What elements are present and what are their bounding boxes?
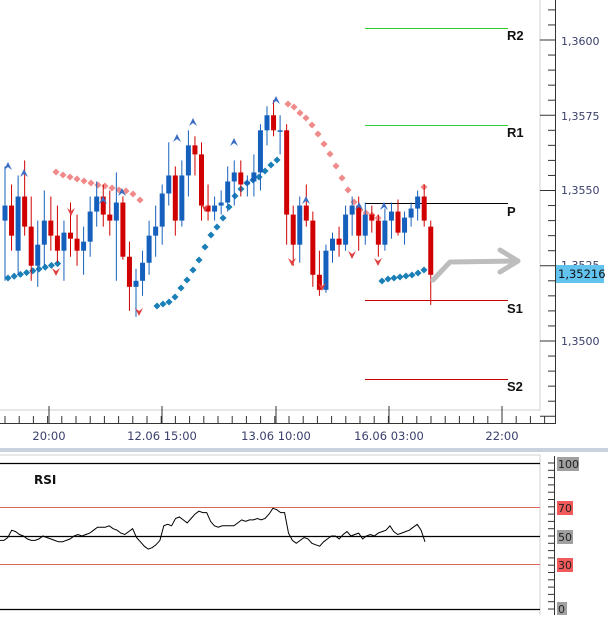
current-price-value: 1,35216	[558, 267, 606, 281]
rsi-frame	[0, 454, 541, 619]
price-label-13500: 1,3500	[561, 335, 600, 348]
rsi-badge-30-text: 30	[558, 559, 572, 572]
rsi-badge-70-text: 70	[558, 502, 572, 515]
pivot-levels: R2 R1 P S1 S2	[365, 28, 524, 394]
candlestick-series	[2, 100, 434, 317]
price-axis-ticks	[540, 9, 556, 417]
rsi-badge-0: 0	[557, 602, 567, 616]
time-axis-ticks	[4, 406, 546, 424]
time-label-3: 13.06 10:00	[241, 429, 311, 443]
pivot-r2-label: R2	[507, 28, 524, 43]
price-label-13575: 1,3575	[561, 110, 600, 123]
time-label-2: 12.06 15:00	[127, 429, 197, 443]
rsi-axis-ticks	[548, 462, 555, 610]
time-label-4: 16.06 03:00	[354, 429, 424, 443]
rsi-badge-100-text: 100	[558, 458, 579, 471]
rsi-badge-30: 30	[557, 558, 573, 572]
plot-frame	[0, 0, 541, 411]
rsi-badge-50-text: 50	[558, 531, 572, 544]
time-label-5: 22:00	[485, 429, 518, 443]
rsi-badge-100: 100	[557, 457, 579, 471]
rsi-canvas: RSI 100 70 50 30 0	[0, 454, 579, 619]
price-label-13550: 1,3550	[561, 184, 600, 197]
rsi-badge-0-text: 0	[558, 603, 565, 615]
pivot-s2-label: S2	[507, 379, 523, 394]
price-chart-canvas: 1,3600 1,3575 1,3550 1,3525 1,3500 1,352…	[0, 0, 606, 443]
parabolic-sar-series	[4, 100, 428, 310]
forecast-arrow-icon	[430, 247, 521, 283]
time-label-1: 20:00	[32, 429, 65, 443]
rsi-badge-70: 70	[557, 501, 573, 515]
pane-separator[interactable]	[0, 448, 608, 452]
rsi-pane[interactable]: RSI 100 70 50 30 0	[0, 452, 608, 619]
fractal-markers	[4, 96, 388, 316]
price-chart[interactable]: 1,3600 1,3575 1,3550 1,3525 1,3500 1,352…	[0, 0, 608, 448]
pivot-p-label: P	[507, 204, 516, 219]
current-price-badge: 1,35216	[556, 265, 606, 283]
pivot-s1-label: S1	[507, 301, 523, 316]
pivot-r1-label: R1	[507, 125, 524, 140]
price-label-13600: 1,3600	[561, 35, 600, 48]
rsi-title: RSI	[34, 473, 56, 487]
rsi-line	[0, 507, 426, 550]
rsi-badge-50: 50	[557, 530, 573, 544]
